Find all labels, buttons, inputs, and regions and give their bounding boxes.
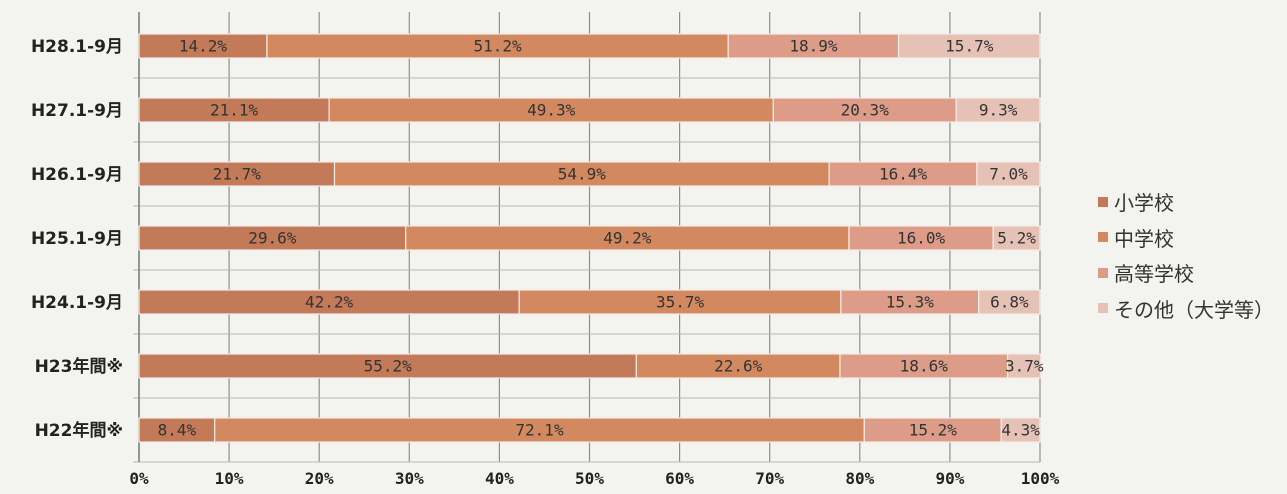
data-label: 49.3% — [527, 101, 576, 120]
bar-segment — [897, 33, 1041, 59]
bar-segment — [828, 161, 978, 187]
legend-swatch-junior-high — [1098, 232, 1108, 243]
category-label: H26.1-9月 — [31, 165, 123, 185]
bar-segment — [138, 417, 216, 443]
x-tick-label: 50% — [575, 469, 604, 488]
data-label: 22.6% — [714, 357, 763, 376]
legend-swatch-elementary — [1098, 196, 1108, 207]
bar-segment — [138, 33, 268, 59]
legend-swatch-other — [1098, 303, 1108, 314]
data-label: 42.2% — [305, 293, 354, 312]
x-tick-label: 40% — [485, 469, 514, 488]
data-label: 51.2% — [474, 37, 523, 56]
bar-segment — [138, 97, 330, 123]
bar-segment — [727, 33, 900, 59]
data-label: 16.4% — [879, 165, 928, 184]
bar-segment — [978, 289, 1041, 315]
data-label: 8.4% — [158, 421, 197, 440]
data-label: 15.2% — [909, 421, 958, 440]
data-label: 16.0% — [897, 229, 946, 248]
bar-segment — [405, 225, 850, 251]
x-tick-label: 0% — [129, 469, 149, 488]
x-tick-label: 60% — [665, 469, 694, 488]
data-label: 21.7% — [213, 165, 262, 184]
data-label: 72.1% — [515, 421, 564, 440]
data-label: 6.8% — [990, 293, 1029, 312]
data-label: 18.6% — [900, 357, 949, 376]
data-label: 15.3% — [886, 293, 935, 312]
category-label: H25.1-9月 — [31, 229, 123, 249]
bar-segment — [863, 417, 1002, 443]
data-label: 49.2% — [603, 229, 652, 248]
data-label: 18.9% — [789, 37, 838, 56]
x-tick-label: 30% — [395, 469, 424, 488]
legend-item-high-school: 高等学校 — [1098, 255, 1287, 291]
bar-segment — [992, 225, 1041, 251]
legend-item-other: その他（大学等） — [1098, 291, 1287, 327]
category-label: H22年間※ — [35, 420, 123, 441]
bar-segment — [848, 225, 994, 251]
bar-segment — [214, 417, 865, 443]
data-label: 20.3% — [841, 101, 890, 120]
data-label: 21.1% — [210, 101, 259, 120]
legend-label-high-school: 高等学校 — [1114, 262, 1194, 287]
bar-segment — [772, 97, 957, 123]
category-label: H28.1-9月 — [31, 37, 123, 57]
legend-swatch-high-school — [1098, 267, 1108, 278]
legend-item-elementary: 小学校 — [1098, 184, 1287, 220]
legend-item-junior-high: 中学校 — [1098, 220, 1287, 256]
legend-label-other: その他（大学等） — [1114, 297, 1274, 322]
legend-label-elementary: 小学校 — [1114, 191, 1174, 216]
data-label: 4.3% — [1001, 421, 1040, 440]
category-label: H24.1-9月 — [31, 293, 123, 313]
bar-segment — [333, 161, 830, 187]
bar-segment — [328, 97, 774, 123]
data-label: 29.6% — [248, 229, 297, 248]
bar-segment — [839, 353, 1009, 379]
bar-segment — [266, 33, 729, 59]
bar-segment — [138, 353, 637, 379]
x-tick-label: 70% — [755, 469, 784, 488]
legend: 小学校 中学校 高等学校 その他（大学等） — [1098, 184, 1287, 326]
data-label: 15.7% — [945, 37, 994, 56]
data-label: 35.7% — [656, 293, 705, 312]
data-label: 54.9% — [558, 165, 607, 184]
data-label: 55.2% — [364, 357, 413, 376]
data-label: 3.7% — [1005, 357, 1044, 376]
x-tick-label: 10% — [215, 469, 244, 488]
data-label: 5.2% — [997, 229, 1036, 248]
data-label: 7.0% — [989, 165, 1028, 184]
x-tick-label: 80% — [845, 469, 874, 488]
category-label: H27.1-9月 — [31, 101, 123, 121]
data-label: 9.3% — [979, 101, 1018, 120]
data-label: 14.2% — [179, 37, 228, 56]
bar-segment — [976, 161, 1041, 187]
x-tick-label: 90% — [935, 469, 964, 488]
stacked-bar-chart: 14.2% 51.2% 18.9% 15.7% H28.1-9月 21.1% 49.3% 20… — [31, 12, 1060, 488]
x-tick-label: 100% — [1021, 469, 1060, 488]
bar-segment — [1000, 417, 1041, 443]
x-tick-label: 20% — [305, 469, 334, 488]
legend-label-junior-high: 中学校 — [1114, 226, 1174, 251]
bar-segment — [1006, 353, 1042, 379]
category-label: H23年間※ — [35, 356, 123, 377]
bar-segment — [955, 97, 1041, 123]
bar-segment — [138, 161, 336, 187]
